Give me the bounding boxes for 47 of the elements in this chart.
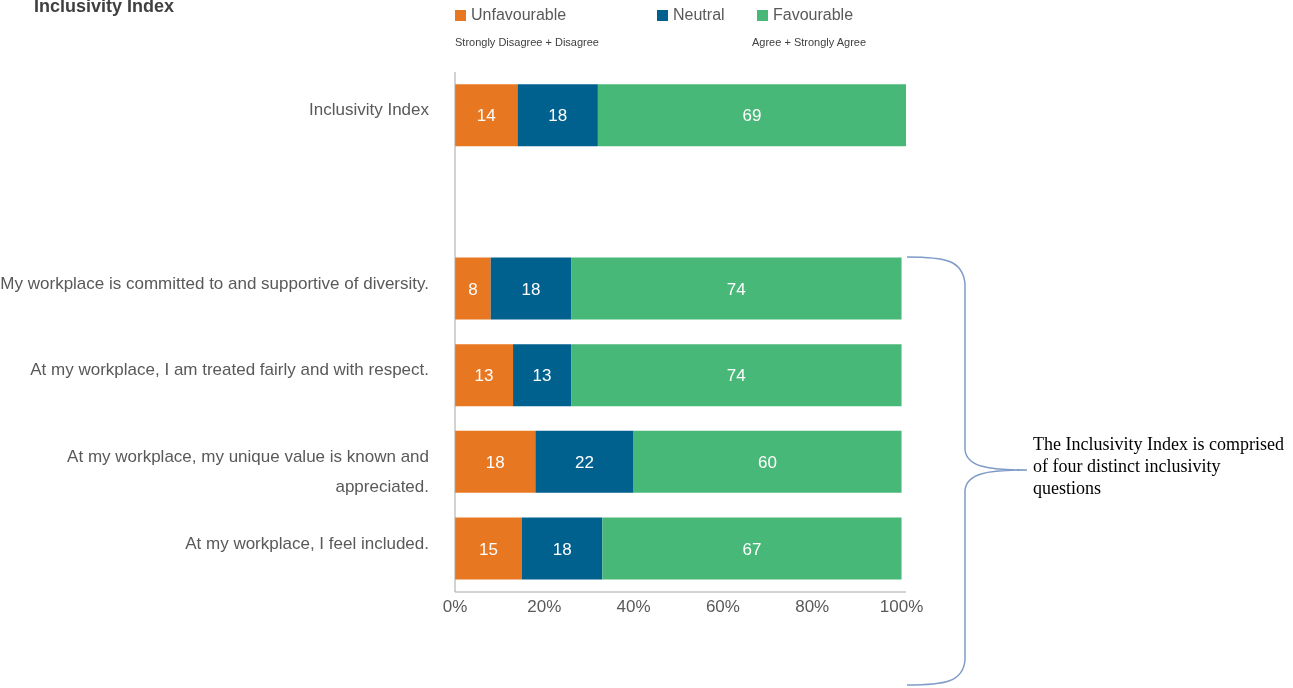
y-tick-label: At my workplace, I feel included.	[185, 533, 429, 553]
x-tick-label: 0%	[442, 597, 468, 617]
data-label: 8	[468, 279, 478, 299]
text: Agree + Strongly Agree	[752, 36, 867, 48]
data-label: 74	[726, 279, 746, 299]
bar	[597, 84, 906, 147]
data-label: 18	[485, 452, 505, 472]
y-tick-label: At my workplace, my unique value is known and appreciated.	[67, 447, 429, 496]
data-label: 60	[758, 452, 778, 472]
legend-label: Neutral	[672, 6, 725, 24]
y-tick-label: My workplace is committed to and supportive of diversity.	[0, 273, 429, 293]
bar	[571, 257, 902, 320]
y-tick-label: Inclusivity Index	[309, 100, 430, 120]
data-label: 69	[742, 106, 762, 126]
bar	[513, 344, 572, 407]
legend-label: Unfavourable	[470, 6, 567, 24]
bar	[455, 344, 514, 407]
bar	[521, 517, 603, 580]
data-label: 22	[575, 452, 594, 472]
bar	[535, 430, 634, 493]
y-tick-label: At my workplace, I am treated fairly and with respect.	[30, 360, 429, 380]
data-label: 18	[552, 539, 572, 559]
bar	[602, 517, 902, 580]
data-label: 13	[474, 366, 494, 386]
x-tick-label: 20%	[527, 597, 562, 617]
data-label: 15	[479, 539, 498, 559]
bar	[455, 517, 522, 580]
x-tick-label: 40%	[616, 597, 651, 617]
bar	[517, 84, 598, 147]
bar	[571, 344, 902, 407]
bar	[490, 257, 572, 320]
data-label: 18	[521, 279, 541, 299]
text: The Inclusivity Index is comprised of four distinct inclusivity questions	[1033, 433, 1285, 499]
x-tick-label: 100%	[879, 597, 924, 617]
data-label: 67	[742, 539, 762, 559]
bar	[633, 430, 902, 493]
x-tick-label: 80%	[795, 597, 830, 617]
bar	[455, 84, 518, 147]
bar	[455, 430, 536, 493]
data-label: 18	[548, 106, 568, 126]
data-label: 14	[476, 106, 496, 126]
data-label: 13	[532, 366, 552, 386]
text: Strongly Disagree + Disagree	[455, 36, 599, 48]
bar	[455, 257, 491, 320]
x-tick-label: 60%	[705, 597, 740, 617]
data-label: 74	[726, 366, 746, 386]
legend-label: Favourable	[772, 6, 854, 24]
